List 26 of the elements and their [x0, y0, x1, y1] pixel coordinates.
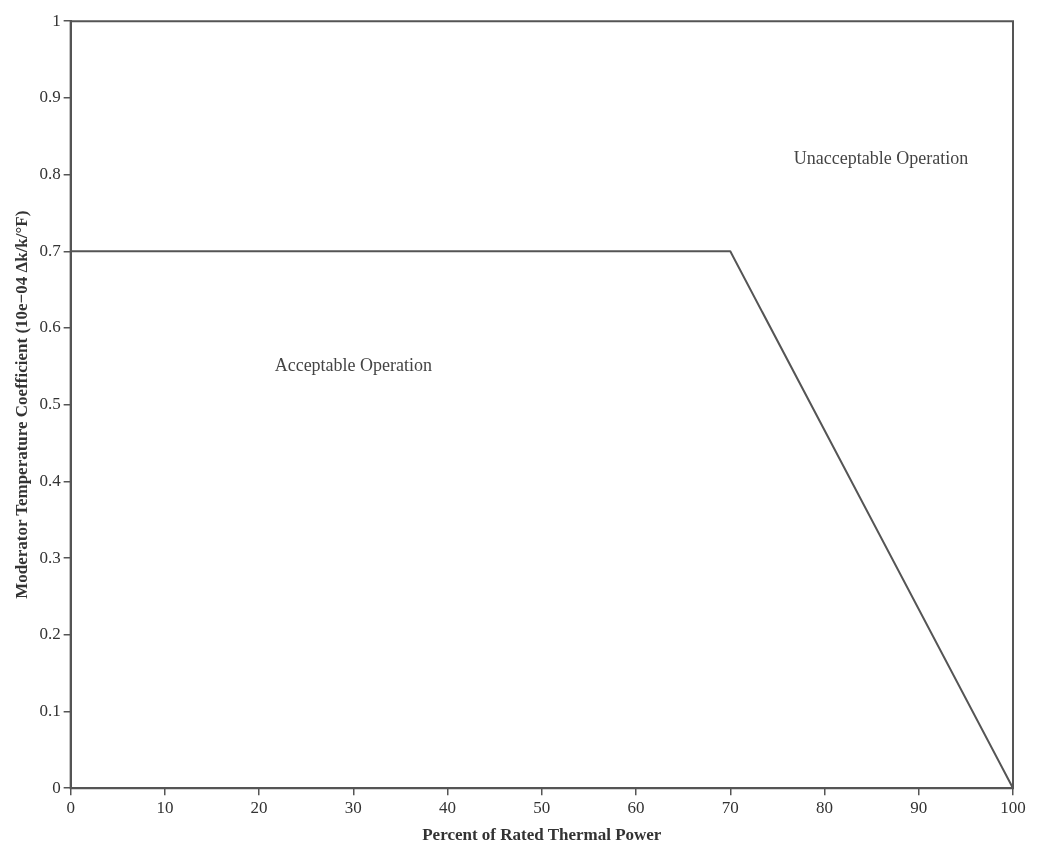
x-tick-label: 10: [156, 797, 174, 817]
annotation: Acceptable Operation: [274, 355, 433, 376]
y-tick-label: 0.9: [39, 87, 61, 107]
x-tick-label: 90: [910, 797, 928, 817]
y-tick-label: 0.2: [39, 624, 61, 644]
x-tick-label: 30: [344, 797, 362, 817]
y-tick-label: 1: [52, 10, 61, 30]
y-tick-label: 0.8: [39, 164, 61, 184]
x-tick-label: 70: [721, 797, 739, 817]
y-tick-label: 0.4: [39, 470, 62, 490]
x-tick-label: 0: [66, 797, 75, 817]
y-tick-label: 0.1: [39, 700, 61, 720]
y-tick-label: 0.5: [39, 394, 61, 414]
x-tick-label: 60: [627, 797, 645, 817]
y-tick-label: 0.3: [39, 547, 61, 567]
y-axis-title: Moderator Temperature Coefficient (10e−04 Δk/k/°F): [11, 210, 31, 599]
x-tick-label: 40: [439, 797, 457, 817]
x-axis-title: Percent of Rated Thermal Power: [422, 825, 662, 845]
x-tick-label: 100: [1000, 797, 1026, 817]
y-tick-label: 0.7: [39, 240, 62, 260]
x-tick-label: 50: [533, 797, 551, 817]
annotation: Unacceptable Operation: [793, 147, 969, 168]
x-tick-label: 20: [250, 797, 268, 817]
y-tick-label: 0.6: [39, 317, 61, 337]
y-tick-label: 0: [52, 777, 61, 797]
x-tick-label: 80: [816, 797, 834, 817]
